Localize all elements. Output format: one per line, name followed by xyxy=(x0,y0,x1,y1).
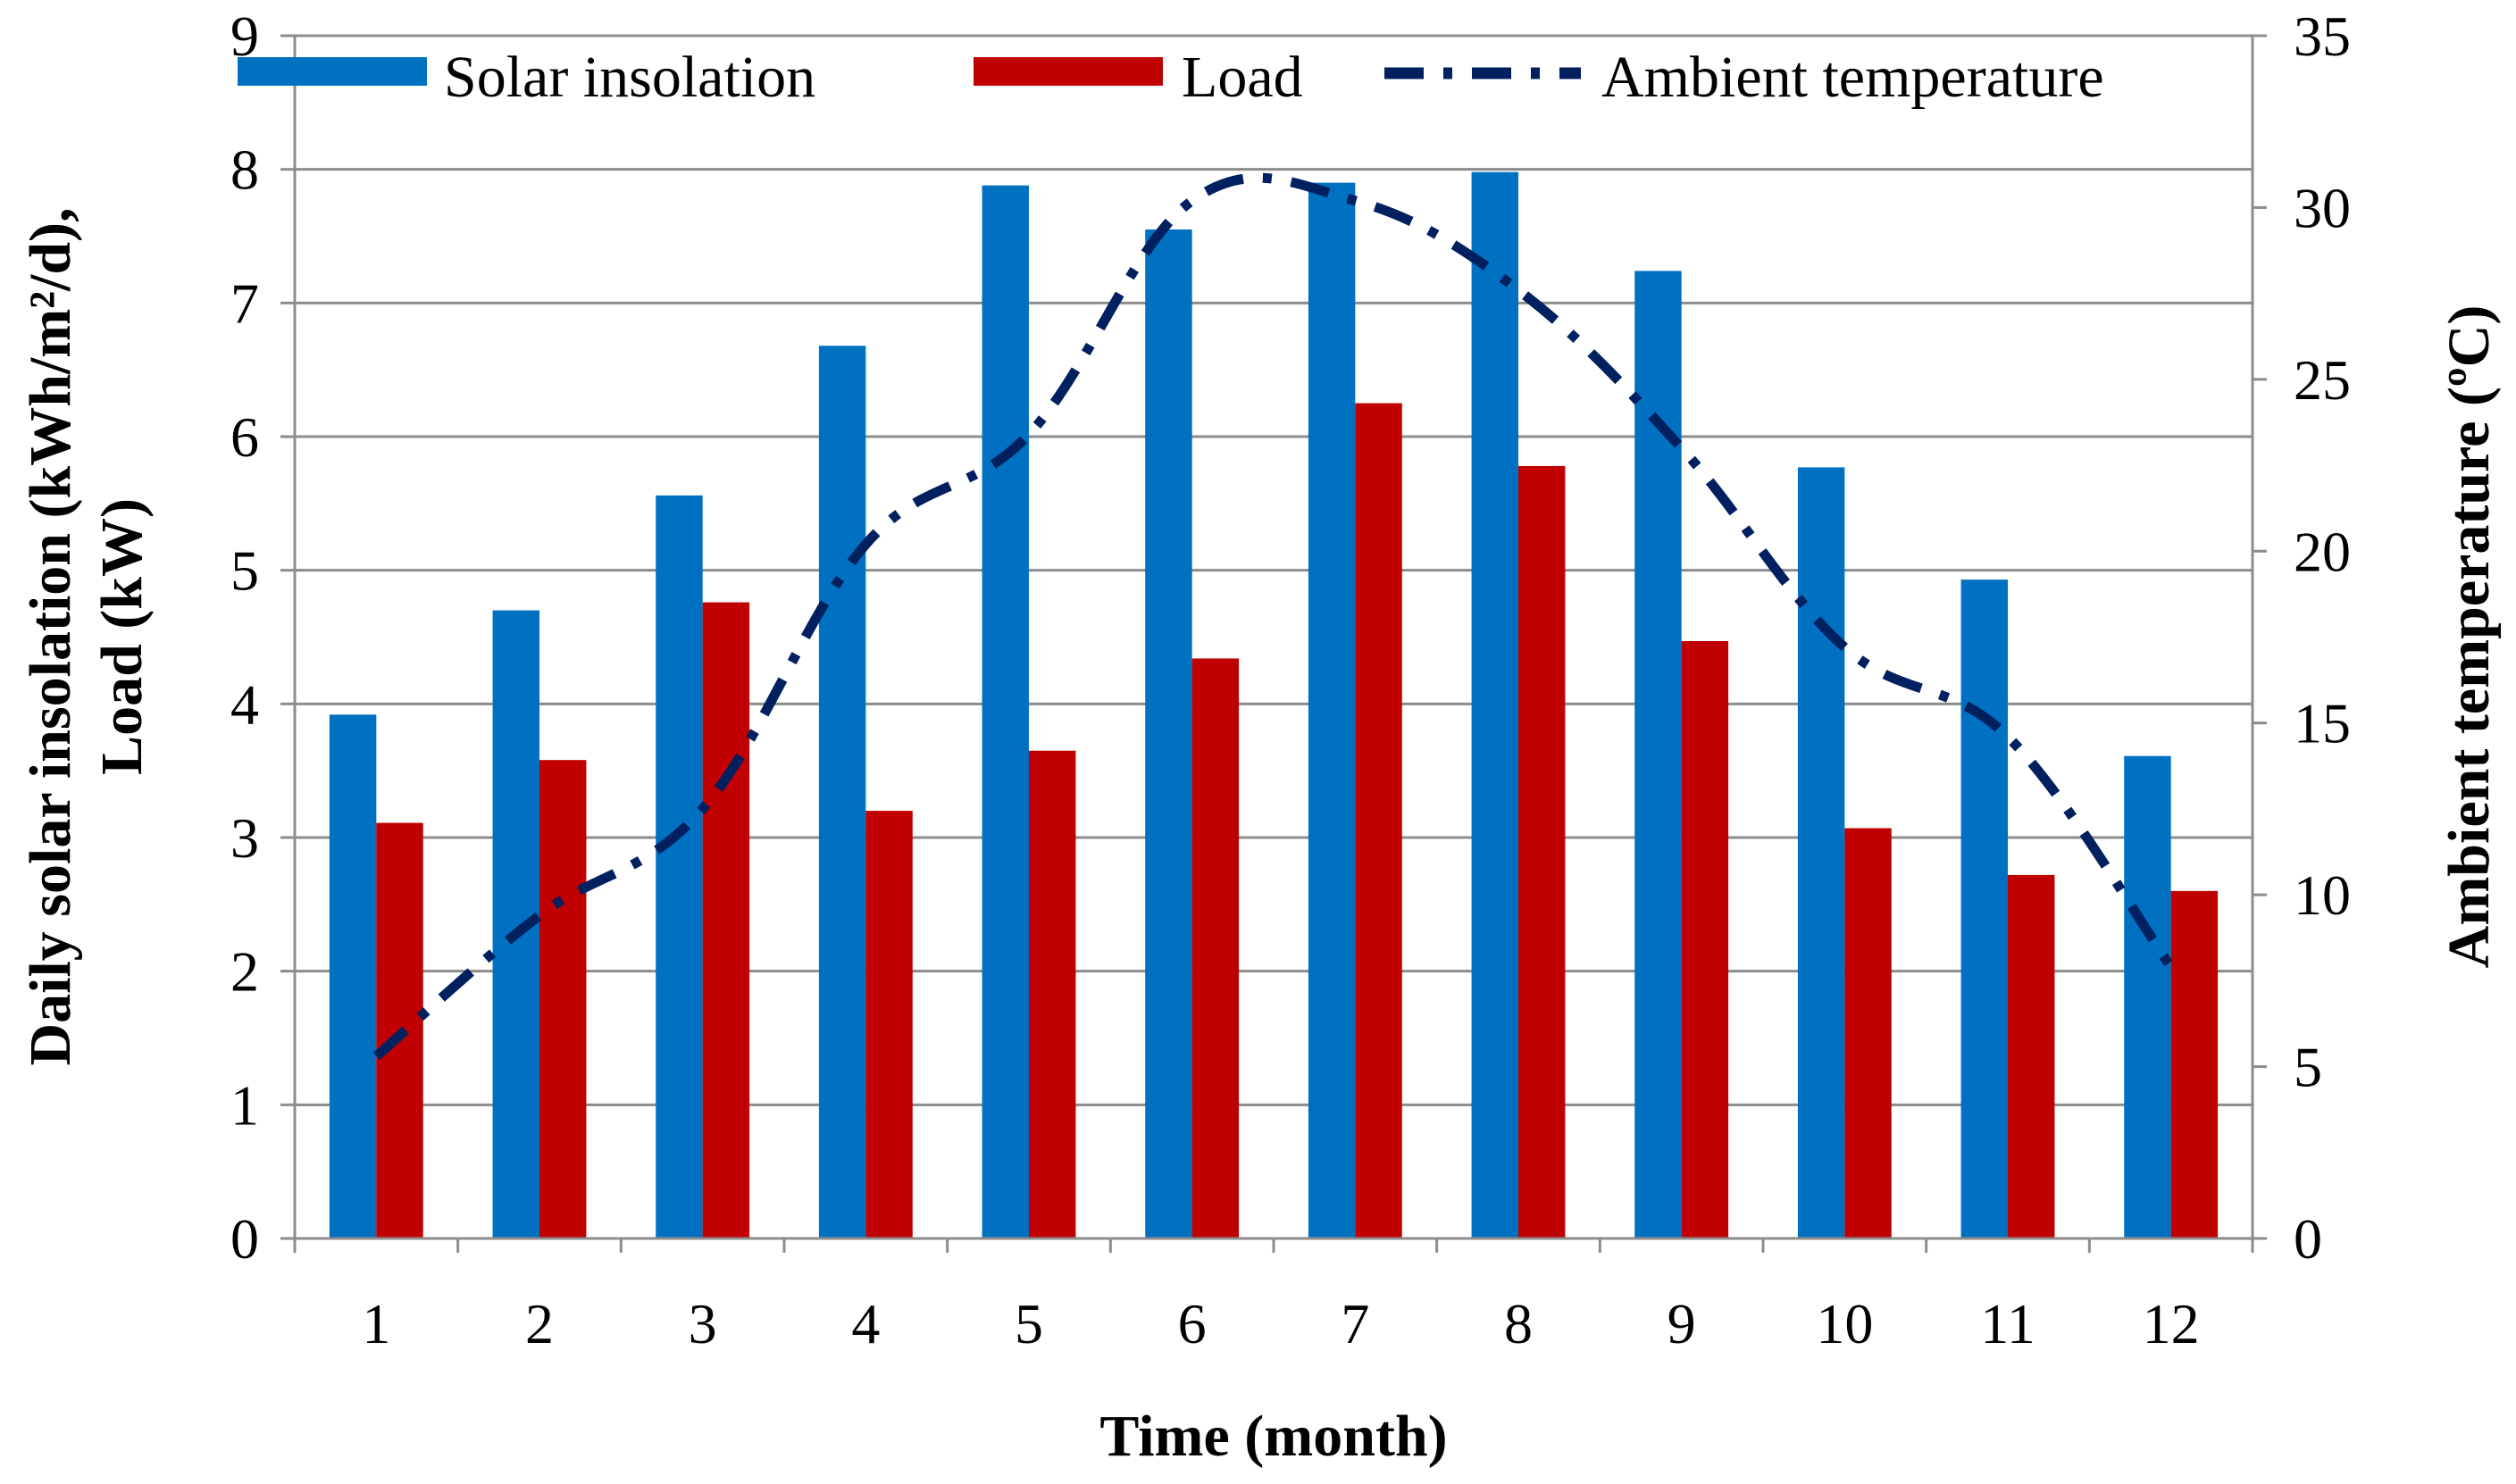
bar-solar-insolation-9 xyxy=(1634,271,1682,1238)
x-tick-label-9: 9 xyxy=(1668,1292,1696,1355)
y-right-tick-label-5: 5 xyxy=(2294,1036,2322,1099)
y-left-tick-label-1: 1 xyxy=(230,1073,259,1137)
x-tick-label-11: 11 xyxy=(1980,1292,2035,1355)
y-left-title-line2: Load (kW) xyxy=(89,498,155,775)
bar-solar-insolation-10 xyxy=(1797,467,1845,1238)
y-right-ticks: 0 5 10 15 20 25 30 35 xyxy=(2253,4,2351,1271)
bar-load-6 xyxy=(1191,658,1240,1238)
x-tick-label-8: 8 xyxy=(1504,1292,1533,1355)
bar-load-2 xyxy=(539,760,587,1238)
bar-solar-insolation-7 xyxy=(1308,182,1356,1239)
x-tick-label-12: 12 xyxy=(2143,1292,2200,1355)
bar-solar-insolation-6 xyxy=(1145,229,1192,1239)
y-right-tick-label-35: 35 xyxy=(2294,4,2351,68)
bar-solar-insolation-8 xyxy=(1471,171,1518,1238)
legend-swatch-solar xyxy=(238,57,427,86)
legend-label-temperature: Ambient temperature xyxy=(1601,45,2104,110)
x-tick-label-5: 5 xyxy=(1015,1292,1043,1355)
y-right-tick-label-20: 20 xyxy=(2294,520,2351,583)
bar-solar-insolation-5 xyxy=(982,185,1029,1238)
bar-load-4 xyxy=(865,811,913,1238)
y-left-tick-label-2: 2 xyxy=(230,940,259,1004)
bar-load-11 xyxy=(2008,874,2055,1238)
bar-load-8 xyxy=(1518,465,1566,1238)
bar-load-5 xyxy=(1029,750,1076,1238)
x-axis-title: Time (month) xyxy=(1099,1404,1447,1469)
legend-label-load: Load xyxy=(1182,45,1303,110)
y-left-title-line1: Daily solar insolation (kWh/m²/d), xyxy=(18,207,83,1065)
y-left-tick-label-3: 3 xyxy=(230,806,259,870)
y-left-tick-label-6: 6 xyxy=(230,405,259,469)
bar-load-10 xyxy=(1844,828,1892,1238)
x-tick-label-1: 1 xyxy=(362,1292,390,1355)
y-left-tick-label-0: 0 xyxy=(230,1207,259,1271)
x-tick-label-2: 2 xyxy=(525,1292,554,1355)
x-ticks: 1 2 3 4 5 6 7 8 9 10 11 12 xyxy=(293,1238,2254,1355)
gridlines xyxy=(295,34,2253,1106)
y-right-title: Ambient temperature (ºC) xyxy=(2437,305,2502,969)
y-left-tick-label-8: 8 xyxy=(230,138,259,202)
bars xyxy=(329,171,2219,1239)
x-tick-label-7: 7 xyxy=(1341,1292,1369,1355)
x-tick-label-10: 10 xyxy=(1816,1292,1873,1355)
y-right-tick-label-30: 30 xyxy=(2294,176,2351,239)
bar-solar-insolation-1 xyxy=(329,714,377,1238)
legend-swatch-load xyxy=(974,57,1163,86)
y-right-tick-label-0: 0 xyxy=(2294,1207,2322,1271)
bar-solar-insolation-3 xyxy=(656,495,703,1238)
y-left-tick-label-4: 4 xyxy=(230,672,259,736)
x-tick-label-6: 6 xyxy=(1178,1292,1207,1355)
bar-solar-insolation-12 xyxy=(2124,755,2171,1238)
y-left-tick-label-5: 5 xyxy=(230,539,259,603)
x-tick-label-4: 4 xyxy=(851,1292,880,1355)
bar-load-3 xyxy=(702,602,750,1238)
y-right-tick-label-10: 10 xyxy=(2294,863,2351,927)
y-right-tick-label-15: 15 xyxy=(2294,692,2351,755)
bar-solar-insolation-4 xyxy=(818,346,866,1238)
bar-load-7 xyxy=(1355,403,1402,1238)
y-right-tick-label-25: 25 xyxy=(2294,348,2351,412)
y-right-title-group: Ambient temperature (ºC) xyxy=(2437,305,2502,969)
x-tick-label-3: 3 xyxy=(689,1292,717,1355)
bar-load-12 xyxy=(2170,890,2219,1238)
bar-load-9 xyxy=(1681,640,1729,1238)
y-left-title-group: Daily solar insolation (kWh/m²/d), Load … xyxy=(18,207,155,1065)
legend: Solar insolation Load Ambient temperatur… xyxy=(238,45,2104,110)
y-left-tick-label-7: 7 xyxy=(230,271,259,335)
legend-label-solar: Solar insolation xyxy=(444,45,815,110)
bar-solar-insolation-11 xyxy=(1960,579,2008,1238)
